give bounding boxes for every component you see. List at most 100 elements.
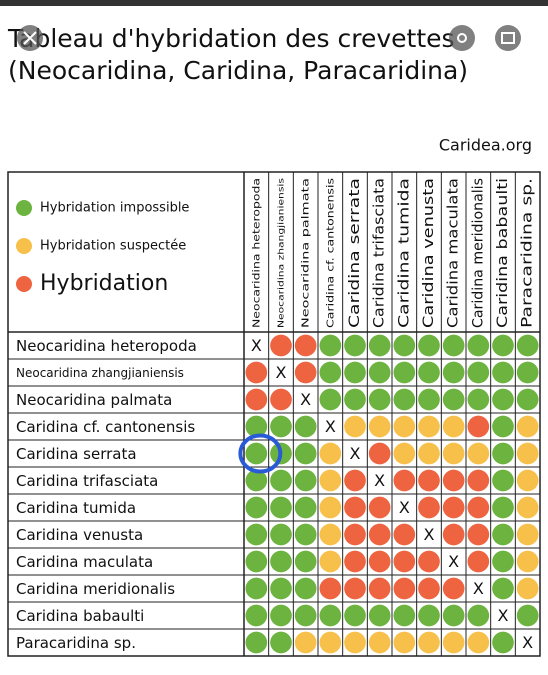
column-header: Caridina cf. cantonensis (325, 178, 336, 328)
cell-dot (492, 550, 514, 573)
cell-dot (418, 415, 440, 438)
cell-mark: X (498, 606, 509, 625)
cell-mark: X (325, 417, 336, 436)
cell-dot (344, 361, 366, 384)
cell-dot (294, 415, 317, 438)
cell-dot (245, 631, 268, 654)
cell-dot (492, 469, 514, 492)
cell-dot (368, 604, 391, 627)
cell-dot (319, 631, 342, 654)
column-header: Neocaridina heteropoda (251, 178, 262, 328)
cell-dot (245, 550, 268, 573)
cell-dot (467, 442, 490, 465)
row-header: Caridina meridionalis (16, 580, 175, 598)
cell-dot (344, 415, 366, 438)
cell-dot (245, 577, 268, 600)
cell-dot (492, 442, 514, 465)
cell-dot (245, 604, 268, 627)
cell-dot (245, 415, 268, 438)
cell-dot (344, 577, 366, 600)
cell-dot (467, 550, 490, 573)
cell-dot (270, 550, 292, 573)
cell-dot (418, 577, 440, 600)
cell-dot (294, 577, 317, 600)
cell-dot (294, 361, 317, 384)
cell-dot (294, 334, 317, 357)
close-button[interactable] (17, 25, 43, 51)
cell-dot (294, 631, 317, 654)
cell-dot (368, 631, 391, 654)
row-header: Caridina trifasciata (16, 472, 158, 490)
column-header: Caridina serrata (347, 178, 363, 328)
cell-dot (368, 334, 391, 357)
cell-dot (270, 631, 292, 654)
column-header: Caridina trifasciata (372, 178, 388, 328)
cell-dot (467, 361, 490, 384)
cell-dot (418, 442, 440, 465)
row-header: Caridina venusta (16, 526, 143, 544)
cell-dot (492, 496, 514, 519)
cell-dot (516, 523, 539, 546)
cell-dot (319, 496, 342, 519)
cell-dot (418, 631, 440, 654)
cell-dot (294, 523, 317, 546)
cell-dot (294, 442, 317, 465)
cell-dot (442, 334, 465, 357)
cell-dot (319, 523, 342, 546)
cell-dot (418, 469, 440, 492)
legend-label: Hybridation (40, 271, 168, 296)
cell-dot (442, 577, 465, 600)
share-button[interactable] (495, 25, 521, 51)
cell-dot (368, 496, 391, 519)
cell-mark: X (448, 552, 459, 571)
column-header: Neocaridina zhangjianiensis (277, 178, 286, 328)
column-header: Paracaridina sp. (520, 178, 536, 328)
cell-mark: X (300, 390, 311, 409)
column-header: Caridina maculata (446, 178, 462, 328)
cell-dot (418, 361, 440, 384)
cell-dot (492, 361, 514, 384)
cell-dot (442, 496, 465, 519)
cell-dot (319, 469, 342, 492)
cell-dot (344, 334, 366, 357)
cell-dot (492, 415, 514, 438)
cell-dot (418, 334, 440, 357)
cell-dot (418, 550, 440, 573)
cell-dot (245, 388, 268, 411)
cell-dot (319, 388, 342, 411)
row-header: Caridina babaulti (16, 607, 144, 625)
cell-dot (270, 496, 292, 519)
cell-dot (319, 442, 342, 465)
row-header: Paracaridina sp. (16, 634, 136, 652)
cell-dot (368, 523, 391, 546)
cell-dot (393, 442, 416, 465)
cell-dot (368, 577, 391, 600)
cell-dot (492, 577, 514, 600)
legend-swatch (16, 276, 32, 292)
cell-dot (393, 388, 416, 411)
cell-dot (442, 361, 465, 384)
cell-mark: X (522, 633, 533, 652)
cell-dot (467, 469, 490, 492)
cell-dot (492, 334, 514, 357)
cell-mark: X (251, 336, 262, 355)
source: Caridea.org (439, 136, 532, 155)
cell-dot (418, 496, 440, 519)
lens-button[interactable] (449, 25, 475, 51)
cell-dot (418, 604, 440, 627)
cell-dot (368, 415, 391, 438)
cell-dot (319, 361, 342, 384)
column-header: Neocaridina palmata (301, 178, 312, 328)
row-header: Neocaridina palmata (16, 391, 172, 409)
cell-dot (393, 469, 416, 492)
cell-dot (492, 388, 514, 411)
cell-mark: X (374, 471, 385, 490)
cell-dot (245, 469, 268, 492)
cell-dot (467, 604, 490, 627)
cell-dot (270, 415, 292, 438)
cell-dot (516, 415, 539, 438)
top-bar (0, 0, 548, 6)
cell-dot (442, 415, 465, 438)
cell-dot (393, 550, 416, 573)
cell-dot (516, 496, 539, 519)
